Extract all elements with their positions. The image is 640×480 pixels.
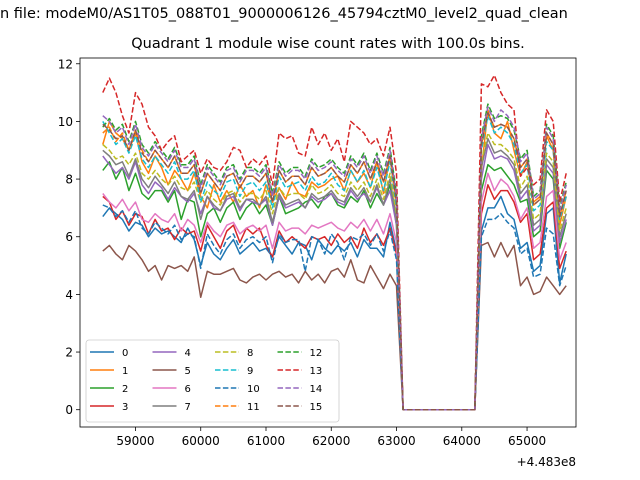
legend-label-12: 12 (310, 348, 323, 359)
series-line-13 (102, 74, 567, 411)
x-axis: 59000 60000 61000 62000 63000 64000 65000 (116, 427, 546, 448)
figure-suptitle: n file: modeM0/AS1T05_088T01_9000006126_… (0, 6, 568, 22)
x-tick-label: 64000 (443, 434, 481, 448)
x-tick-label: 59000 (116, 434, 154, 448)
y-tick-label: 10 (58, 115, 73, 129)
y-axis: 0 2 4 6 8 10 12 (58, 57, 80, 417)
legend-label-4: 4 (185, 348, 191, 359)
legend-label-9: 9 (247, 366, 253, 377)
x-tick-label: 65000 (508, 434, 546, 448)
series-line-8 (102, 132, 567, 411)
series-line-7 (102, 137, 567, 411)
y-tick-label: 4 (65, 288, 73, 302)
legend-label-6: 6 (185, 384, 191, 395)
y-tick-label: 8 (65, 173, 73, 187)
series-line-14 (102, 106, 567, 411)
legend-label-14: 14 (310, 384, 323, 395)
y-tick-label: 0 (65, 403, 73, 417)
legend-label-2: 2 (122, 384, 128, 395)
legend-label-3: 3 (122, 402, 128, 413)
legend-label-11: 11 (247, 402, 260, 413)
series-line-5 (102, 241, 567, 411)
legend-label-15: 15 (310, 402, 323, 413)
y-tick-label: 6 (65, 230, 73, 244)
series-lines (102, 74, 567, 411)
legend-label-0: 0 (122, 348, 128, 359)
legend-label-8: 8 (247, 348, 253, 359)
y-tick-label: 2 (65, 346, 73, 360)
legend-label-13: 13 (310, 366, 323, 377)
x-tick-label: 63000 (377, 434, 415, 448)
legend-box (85, 339, 340, 423)
series-line-6 (102, 172, 567, 411)
x-tick-label: 62000 (312, 434, 350, 448)
x-tick-label: 60000 (182, 434, 220, 448)
chart-title: Quadrant 1 module wise count rates with … (131, 36, 525, 52)
series-line-9 (102, 114, 567, 411)
series-line-15 (102, 112, 567, 411)
series-line-10 (102, 204, 567, 411)
plot-frame (79, 57, 577, 428)
y-tick-label: 12 (58, 57, 73, 71)
legend-label-1: 1 (122, 366, 128, 377)
x-tick-label: 61000 (247, 434, 285, 448)
legend-label-10: 10 (247, 384, 260, 395)
legend-label-7: 7 (185, 402, 191, 413)
legend-label-5: 5 (185, 366, 191, 377)
series-line-12 (102, 103, 567, 411)
series-line-2 (102, 161, 567, 411)
x-offset-label: +4.483e8 (517, 455, 576, 469)
series-line-0 (102, 195, 567, 411)
